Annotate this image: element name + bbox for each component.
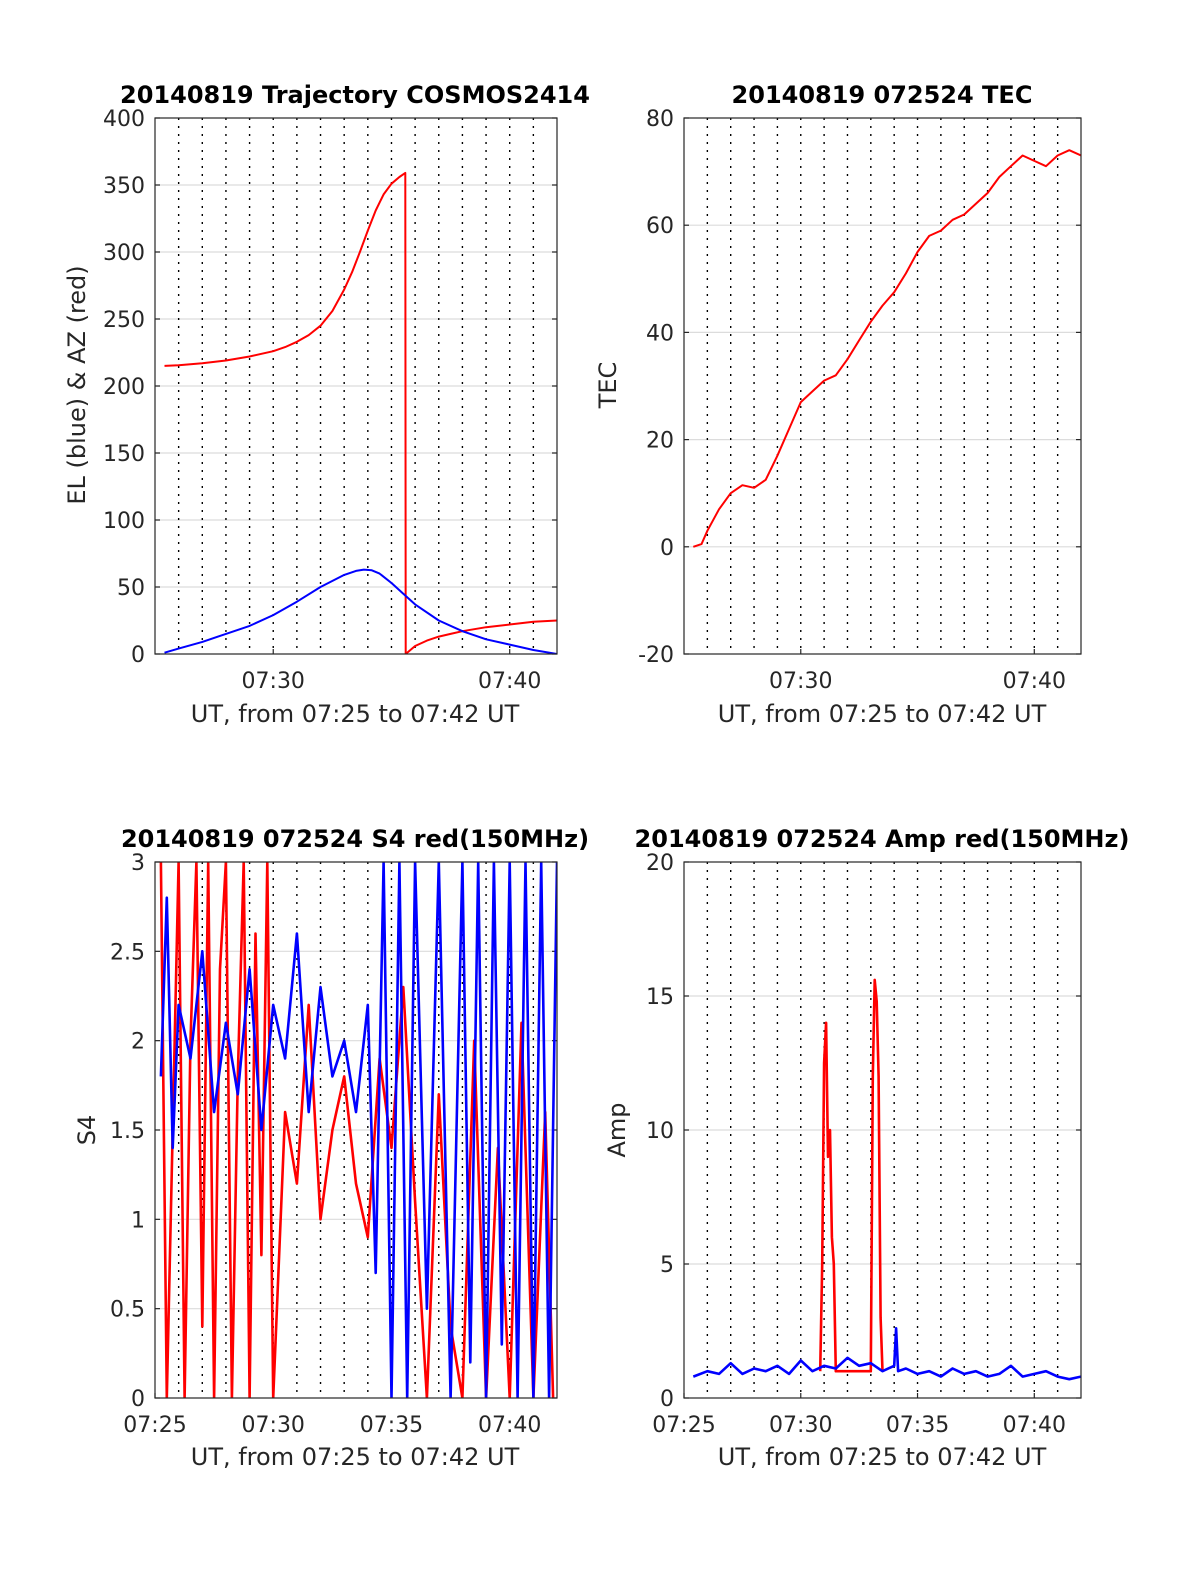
x-tick-label: 07:35 xyxy=(886,1413,949,1438)
panel-trajectory: 20140819 Trajectory COSMOS2414 UT, from … xyxy=(63,81,590,728)
y-tick-label: 10 xyxy=(646,1119,674,1144)
chart-title: 20140819 072524 Amp red(150MHz) xyxy=(635,825,1130,853)
y-tick-label: 20 xyxy=(646,429,674,454)
series-line-1 xyxy=(159,862,555,1398)
x-tick-label: 07:25 xyxy=(123,1413,186,1438)
y-tick-label: 0 xyxy=(660,1387,674,1412)
x-axis-label: UT, from 07:25 to 07:42 UT xyxy=(191,700,520,728)
plot-frame xyxy=(154,117,558,655)
y-tick-label: 0 xyxy=(660,536,674,561)
y-axis-label: S4 xyxy=(73,1115,101,1146)
x-axis-label: UT, from 07:25 to 07:42 UT xyxy=(191,1443,520,1471)
y-tick-label: 3 xyxy=(131,851,145,876)
y-tick-label: 1.5 xyxy=(110,1119,145,1144)
x-tick-label: 07:25 xyxy=(652,1413,715,1438)
series-line-2 xyxy=(164,568,557,654)
y-axis-label: Amp xyxy=(603,1102,631,1157)
series-line-1 xyxy=(692,149,1081,548)
y-tick-label: 2 xyxy=(131,1030,145,1055)
series-line-2 xyxy=(159,862,557,1398)
y-tick-label: 200 xyxy=(103,375,145,400)
y-tick-label: 350 xyxy=(103,174,145,199)
panel-amp: 20140819 072524 Amp red(150MHz) UT, from… xyxy=(603,825,1129,1471)
y-tick-label: 5 xyxy=(660,1253,674,1278)
y-tick-label: 15 xyxy=(646,985,674,1010)
plot-frame xyxy=(683,117,1082,655)
x-tick-label: 07:30 xyxy=(769,669,832,694)
chart-title: 20140819 Trajectory COSMOS2414 xyxy=(120,81,590,109)
y-tick-label: 400 xyxy=(103,107,145,132)
y-axis-label: TEC xyxy=(594,362,622,410)
y-tick-label: 0 xyxy=(131,1387,145,1412)
series-line-1 xyxy=(164,171,557,654)
y-tick-label: 60 xyxy=(646,214,674,239)
y-tick-label: 300 xyxy=(103,241,145,266)
plot-frame xyxy=(683,861,1082,1399)
panel-tec: 20140819 072524 TEC UT, from 07:25 to 07… xyxy=(594,81,1082,728)
x-tick-label: 07:40 xyxy=(1003,1413,1066,1438)
y-tick-label: 100 xyxy=(103,509,145,534)
x-axis-label: UT, from 07:25 to 07:42 UT xyxy=(718,1443,1047,1471)
x-tick-label: 07:30 xyxy=(242,1413,305,1438)
x-axis-label: UT, from 07:25 to 07:42 UT xyxy=(718,700,1047,728)
series-line-1 xyxy=(818,978,884,1373)
y-tick-label: 50 xyxy=(117,576,145,601)
x-tick-label: 07:40 xyxy=(478,1413,541,1438)
y-axis-label: EL (blue) & AZ (red) xyxy=(63,265,91,504)
chart-title: 20140819 072524 S4 red(150MHz) xyxy=(121,825,589,853)
chart-title: 20140819 072524 TEC xyxy=(732,81,1033,109)
panel-s4: 20140819 072524 S4 red(150MHz) UT, from … xyxy=(73,825,589,1471)
y-tick-label: 250 xyxy=(103,308,145,333)
y-tick-label: 1 xyxy=(131,1208,145,1233)
x-tick-label: 07:40 xyxy=(478,669,541,694)
y-tick-label: 20 xyxy=(646,851,674,876)
y-tick-label: 2.5 xyxy=(110,940,145,965)
plot-frame xyxy=(154,861,558,1399)
x-tick-label: 07:35 xyxy=(360,1413,423,1438)
series-line-2 xyxy=(692,1327,1081,1381)
y-tick-label: 80 xyxy=(646,107,674,132)
x-tick-label: 07:40 xyxy=(1003,669,1066,694)
y-tick-label: 40 xyxy=(646,321,674,346)
y-tick-label: 0.5 xyxy=(110,1298,145,1323)
x-tick-label: 07:30 xyxy=(242,669,305,694)
y-tick-label: 0 xyxy=(131,643,145,668)
y-tick-label: -20 xyxy=(638,643,674,668)
y-tick-label: 150 xyxy=(103,442,145,467)
x-tick-label: 07:30 xyxy=(769,1413,832,1438)
